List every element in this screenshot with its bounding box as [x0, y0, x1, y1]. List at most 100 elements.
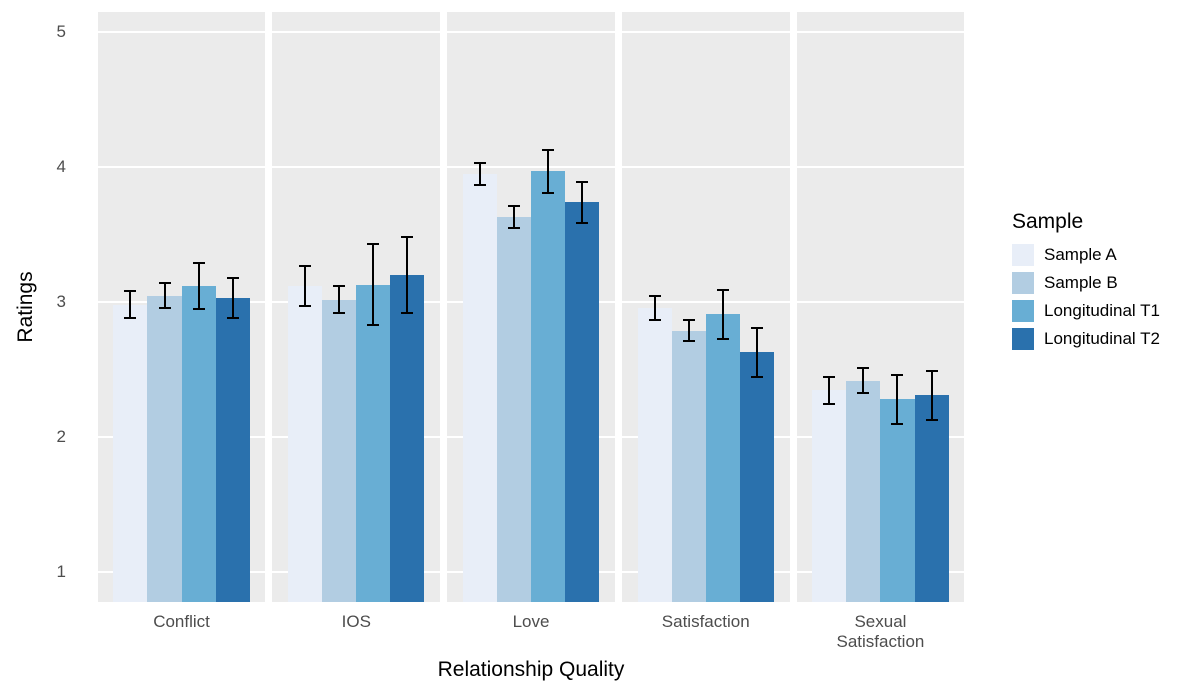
error-cap	[542, 149, 554, 151]
y-tick-label: 3	[57, 292, 66, 312]
error-bar	[406, 237, 408, 313]
bar	[322, 300, 356, 602]
error-bar	[896, 375, 898, 424]
error-cap	[542, 192, 554, 194]
error-cap	[333, 312, 345, 314]
plot-area	[76, 12, 986, 602]
x-tick-label: Satisfaction	[662, 612, 750, 632]
error-bar	[513, 206, 515, 228]
error-bar	[581, 182, 583, 223]
error-cap	[227, 277, 239, 279]
y-tick-label: 2	[57, 427, 66, 447]
legend-key	[1012, 300, 1034, 322]
error-cap	[333, 285, 345, 287]
bar	[463, 174, 497, 602]
bar	[880, 399, 914, 602]
error-bar	[828, 377, 830, 404]
error-bar	[129, 291, 131, 318]
error-bar	[547, 150, 549, 193]
bar	[216, 298, 250, 602]
y-tick-label: 1	[57, 562, 66, 582]
error-cap	[508, 205, 520, 207]
legend-item: Sample B	[1012, 272, 1160, 294]
x-tick-label: IOS	[342, 612, 371, 632]
bar	[182, 286, 216, 602]
grid-line	[76, 31, 986, 33]
error-cap	[508, 227, 520, 229]
error-bar	[338, 286, 340, 313]
legend-item: Longitudinal T2	[1012, 328, 1160, 350]
x-tick-label: Sexual Satisfaction	[836, 612, 924, 652]
bar	[706, 314, 740, 602]
error-cap	[717, 289, 729, 291]
legend-label: Sample B	[1044, 273, 1118, 293]
legend-key	[1012, 272, 1034, 294]
y-axis-title: Ratings	[14, 271, 38, 342]
legend-label: Longitudinal T2	[1044, 329, 1160, 349]
error-cap	[193, 308, 205, 310]
error-bar	[304, 266, 306, 307]
error-cap	[926, 370, 938, 372]
error-bar	[654, 296, 656, 320]
error-bar	[722, 290, 724, 339]
grid-line	[76, 166, 986, 168]
error-bar	[164, 283, 166, 307]
error-cap	[576, 181, 588, 183]
error-cap	[193, 262, 205, 264]
error-cap	[367, 243, 379, 245]
error-cap	[649, 295, 661, 297]
bar	[672, 331, 706, 602]
x-tick-label: Love	[513, 612, 550, 632]
legend-item: Longitudinal T1	[1012, 300, 1160, 322]
legend-title: Sample	[1012, 210, 1160, 234]
legend: Sample Sample A Sample B Longitudinal T1 Lo…	[1012, 210, 1160, 356]
bar	[812, 390, 846, 602]
error-bar	[862, 368, 864, 392]
error-cap	[683, 319, 695, 321]
error-cap	[159, 307, 171, 309]
error-cap	[891, 423, 903, 425]
error-cap	[891, 374, 903, 376]
error-cap	[857, 367, 869, 369]
error-bar	[198, 263, 200, 309]
bar	[497, 217, 531, 602]
legend-label: Sample A	[1044, 245, 1117, 265]
legend-item: Sample A	[1012, 244, 1160, 266]
legend-key	[1012, 328, 1034, 350]
legend-key	[1012, 244, 1034, 266]
error-bar	[688, 320, 690, 342]
error-cap	[683, 340, 695, 342]
error-cap	[717, 338, 729, 340]
error-cap	[401, 236, 413, 238]
error-cap	[474, 162, 486, 164]
error-bar	[479, 163, 481, 185]
error-cap	[124, 317, 136, 319]
error-cap	[299, 265, 311, 267]
bar	[390, 275, 424, 602]
error-cap	[751, 376, 763, 378]
error-bar	[232, 278, 234, 319]
error-cap	[649, 319, 661, 321]
y-tick-label: 4	[57, 157, 66, 177]
x-tick-label: Conflict	[153, 612, 210, 632]
bar	[565, 202, 599, 602]
bar	[147, 296, 181, 602]
bar	[356, 285, 390, 602]
error-cap	[401, 312, 413, 314]
x-axis-title: Relationship Quality	[438, 658, 625, 682]
error-cap	[823, 376, 835, 378]
bar	[531, 171, 565, 602]
error-cap	[751, 327, 763, 329]
error-cap	[124, 290, 136, 292]
bar	[740, 352, 774, 602]
bar	[638, 308, 672, 602]
error-bar	[372, 244, 374, 325]
error-cap	[823, 403, 835, 405]
error-bar	[931, 371, 933, 420]
error-cap	[299, 305, 311, 307]
legend-label: Longitudinal T1	[1044, 301, 1160, 321]
bar	[113, 305, 147, 602]
error-cap	[576, 222, 588, 224]
bar	[915, 395, 949, 602]
error-cap	[367, 324, 379, 326]
